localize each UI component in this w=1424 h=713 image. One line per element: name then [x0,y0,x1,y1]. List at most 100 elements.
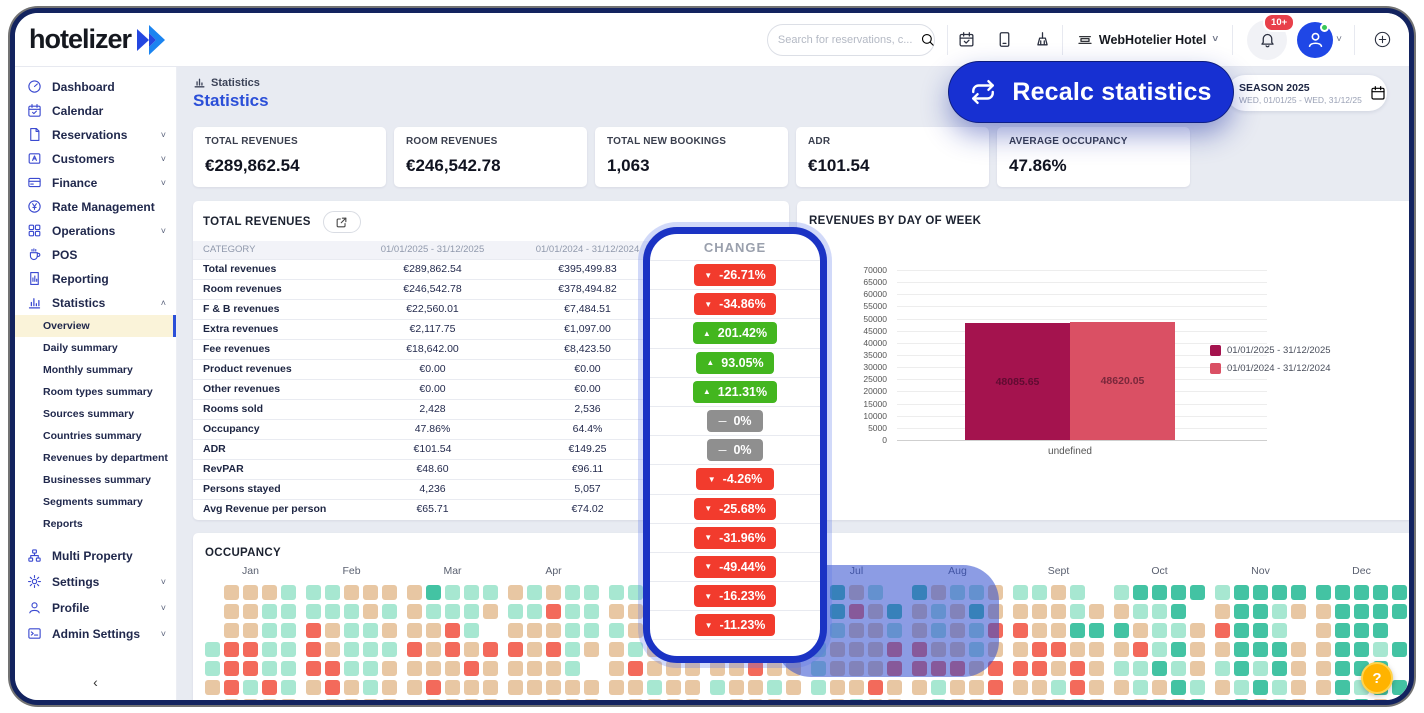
occupancy-cell[interactable] [382,699,397,700]
occupancy-cell[interactable] [1253,661,1268,676]
occupancy-cell[interactable] [1032,623,1047,638]
recalc-statistics-button[interactable]: Recalc statistics [949,62,1233,122]
occupancy-cell[interactable] [1253,604,1268,619]
occupancy-cell[interactable] [205,642,220,657]
occupancy-cell[interactable] [407,680,422,695]
occupancy-cell[interactable] [407,642,422,657]
occupancy-cell[interactable] [1253,585,1268,600]
occupancy-cell[interactable] [969,699,984,700]
season-picker[interactable]: SEASON 2025 WED, 01/01/25 - WED, 31/12/2… [1227,75,1387,111]
occupancy-cell[interactable] [1234,642,1249,657]
occupancy-cell[interactable] [1051,642,1066,657]
occupancy-cell[interactable] [382,585,397,600]
sidebar-subitem-revenues-by-department[interactable]: Revenues by department [43,452,168,464]
occupancy-cell[interactable] [1133,642,1148,657]
occupancy-cell[interactable] [483,642,498,657]
occupancy-cell[interactable] [426,623,441,638]
occupancy-cell[interactable] [445,680,460,695]
sidebar-subitem-segments-summary[interactable]: Segments summary [43,496,143,508]
sidebar-item-dashboard[interactable]: Dashboard [15,75,176,99]
occupancy-cell[interactable] [546,680,561,695]
occupancy-cell[interactable] [1051,699,1066,700]
occupancy-cell[interactable] [666,661,681,676]
occupancy-cell[interactable] [426,642,441,657]
user-menu[interactable]: ˅ [1297,21,1342,58]
sidebar-item-reporting[interactable]: Reporting [15,267,176,291]
occupancy-cell[interactable] [1114,642,1129,657]
occupancy-cell[interactable] [407,604,422,619]
notifications-button[interactable]: 10+ [1247,13,1296,60]
occupancy-cell[interactable] [325,604,340,619]
occupancy-cell[interactable] [1373,585,1388,600]
occupancy-cell[interactable] [1392,604,1407,619]
occupancy-cell[interactable] [1373,699,1388,700]
occupancy-cell[interactable] [1089,680,1104,695]
occupancy-cell[interactable] [628,680,643,695]
occupancy-cell[interactable] [1013,623,1028,638]
occupancy-cell[interactable] [710,680,725,695]
occupancy-cell[interactable] [1051,680,1066,695]
occupancy-cell[interactable] [988,661,1003,676]
occupancy-cell[interactable] [262,699,277,700]
occupancy-cell[interactable] [325,699,340,700]
occupancy-cell[interactable] [1032,604,1047,619]
occupancy-cell[interactable] [1215,642,1230,657]
occupancy-cell[interactable] [786,680,801,695]
occupancy-cell[interactable] [344,604,359,619]
occupancy-cell[interactable] [609,623,624,638]
occupancy-cell[interactable] [1291,699,1306,700]
occupancy-cell[interactable] [1133,604,1148,619]
occupancy-cell[interactable] [1070,604,1085,619]
occupancy-cell[interactable] [1234,623,1249,638]
occupancy-cell[interactable] [445,699,460,700]
occupancy-cell[interactable] [546,623,561,638]
occupancy-cell[interactable] [609,585,624,600]
bar-2025[interactable]: 48085.65 [965,323,1070,440]
occupancy-cell[interactable] [685,680,700,695]
occupancy-cell[interactable] [464,585,479,600]
occupancy-cell[interactable] [1089,661,1104,676]
occupancy-cell[interactable] [1133,623,1148,638]
occupancy-cell[interactable] [1152,699,1167,700]
occupancy-cell[interactable] [363,604,378,619]
occupancy-cell[interactable] [1051,661,1066,676]
occupancy-cell[interactable] [1215,604,1230,619]
occupancy-cell[interactable] [426,680,441,695]
occupancy-cell[interactable] [1253,680,1268,695]
occupancy-cell[interactable] [306,642,321,657]
occupancy-cell[interactable] [527,585,542,600]
occupancy-cell[interactable] [628,623,643,638]
calendar-check-button[interactable] [948,13,986,67]
occupancy-cell[interactable] [1234,699,1249,700]
occupancy-cell[interactable] [1253,623,1268,638]
occupancy-cell[interactable] [1392,642,1407,657]
occupancy-cell[interactable] [262,680,277,695]
occupancy-cell[interactable] [325,680,340,695]
occupancy-cell[interactable] [527,642,542,657]
occupancy-cell[interactable] [306,661,321,676]
occupancy-cell[interactable] [1032,661,1047,676]
occupancy-cell[interactable] [1013,585,1028,600]
occupancy-cell[interactable] [830,680,845,695]
occupancy-cell[interactable] [1114,623,1129,638]
sidebar-item-settings[interactable]: Settings ˅ [15,569,176,595]
occupancy-cell[interactable] [1190,680,1205,695]
occupancy-cell[interactable] [527,604,542,619]
occupancy-cell[interactable] [1335,680,1350,695]
occupancy-cell[interactable] [1152,623,1167,638]
occupancy-cell[interactable] [445,623,460,638]
occupancy-cell[interactable] [1272,604,1287,619]
occupancy-cell[interactable] [1133,680,1148,695]
sidebar-subitem-reports[interactable]: Reports [43,518,83,530]
occupancy-cell[interactable] [748,661,763,676]
occupancy-cell[interactable] [1392,680,1407,695]
occupancy-cell[interactable] [1089,642,1104,657]
sidebar-item-calendar[interactable]: Calendar [15,99,176,123]
occupancy-cell[interactable] [1272,623,1287,638]
occupancy-cell[interactable] [1272,642,1287,657]
occupancy-cell[interactable] [647,680,662,695]
occupancy-cell[interactable] [1114,604,1129,619]
occupancy-cell[interactable] [748,680,763,695]
occupancy-cell[interactable] [950,699,965,700]
occupancy-cell[interactable] [849,680,864,695]
